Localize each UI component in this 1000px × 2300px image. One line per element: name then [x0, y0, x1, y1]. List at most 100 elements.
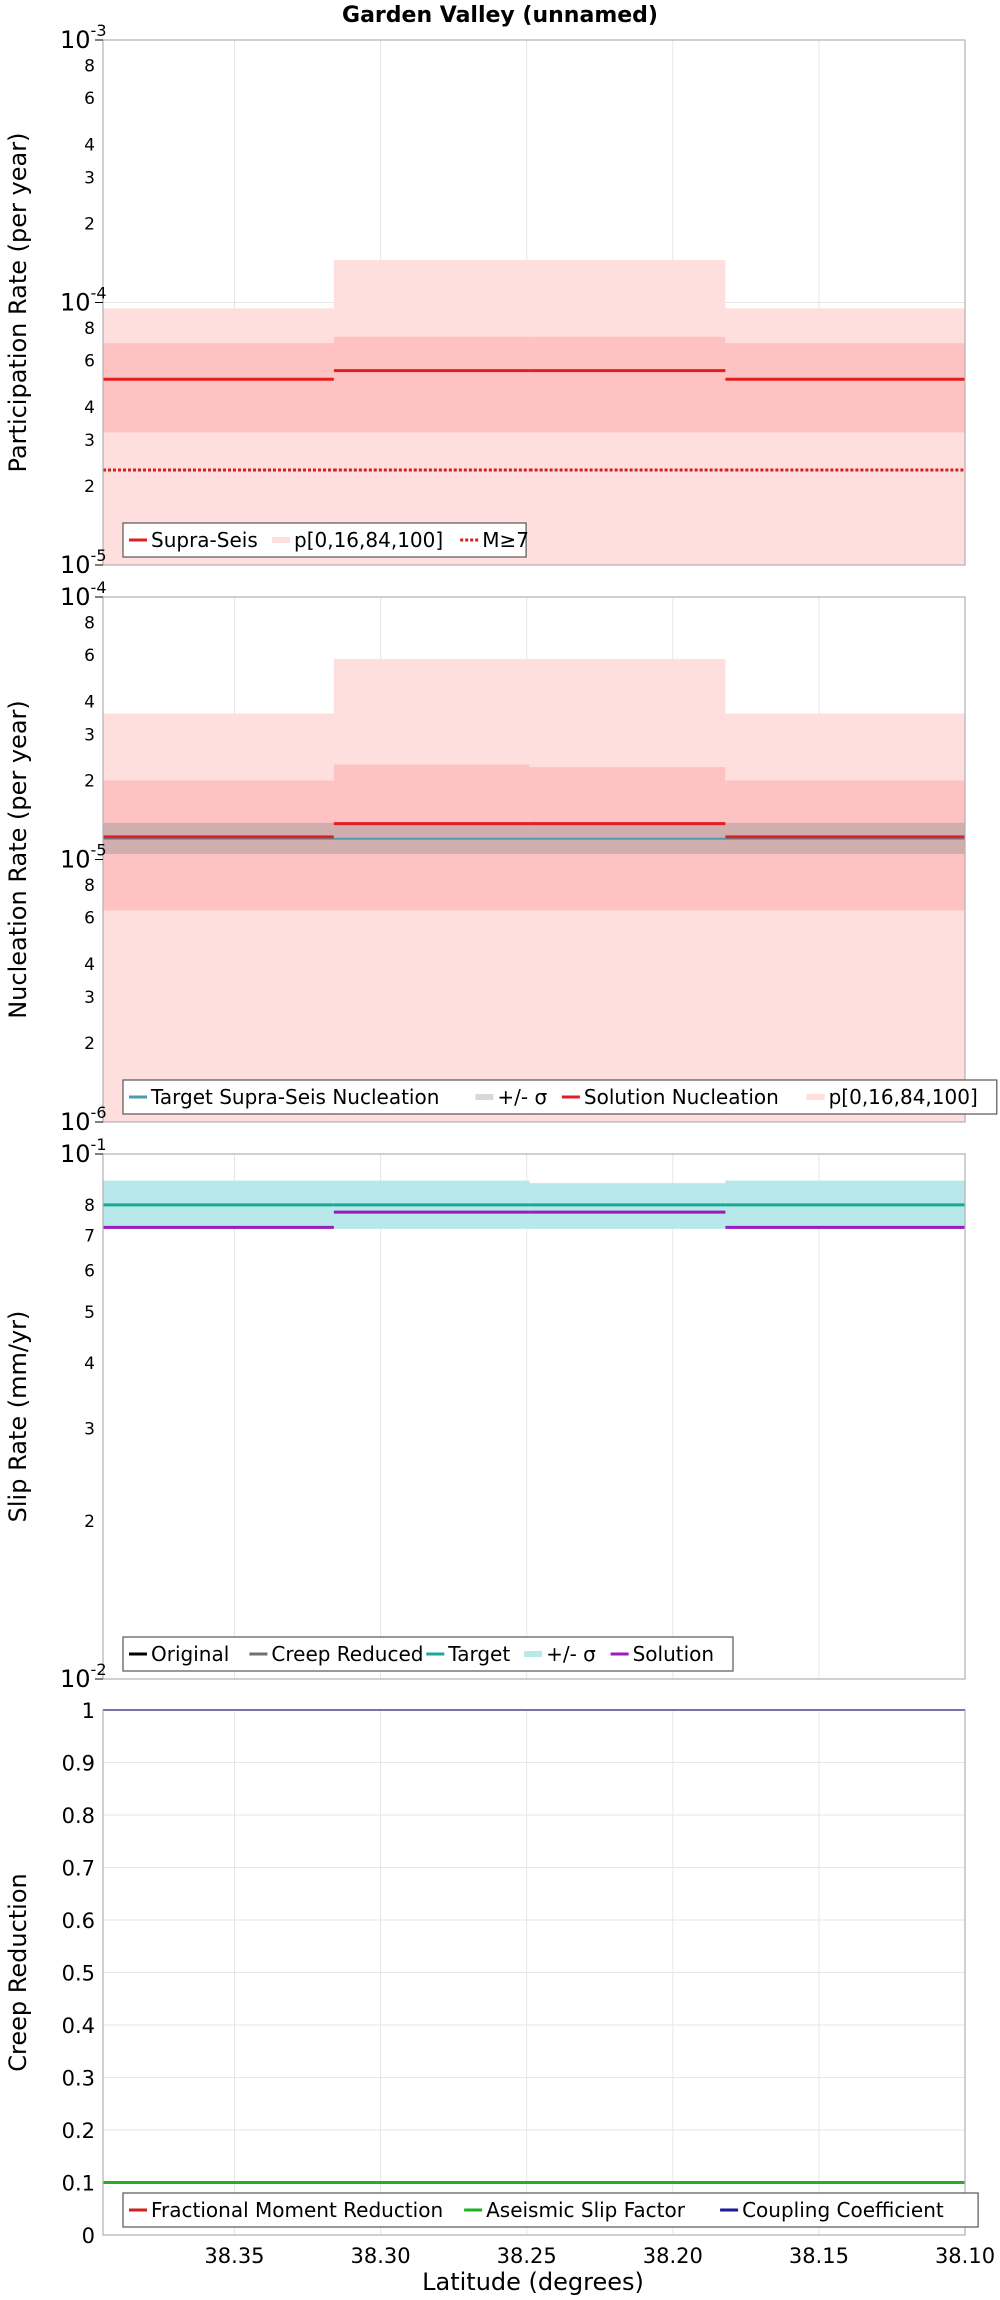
- y-minor-label: 6: [84, 352, 95, 372]
- y-minor-label: 4: [84, 135, 95, 155]
- x-tick-label: 38.35: [204, 2244, 264, 2268]
- y-tick-label: 0.1: [62, 2172, 95, 2196]
- y-minor-label: 3: [84, 725, 95, 745]
- y-tick-label: 10-6: [60, 1103, 107, 1136]
- x-tick-label: 38.15: [789, 2244, 849, 2268]
- band-p16-84: [725, 343, 965, 433]
- y-minor-label: 3: [84, 988, 95, 1008]
- legend-label: +/- σ: [497, 1085, 547, 1109]
- y-minor-label: 8: [84, 1196, 95, 1216]
- y-axis-label: Slip Rate (mm/yr): [4, 1311, 32, 1523]
- y-tick-exponent: -1: [91, 1135, 107, 1154]
- band-p16-84: [333, 764, 530, 911]
- legend: Original Creep Reduced Target +/- σ Solution: [122, 1636, 734, 1672]
- panel-participation: 10-5 10-4 10-3 2 3 4 6 8 2 3 4 6 8 Participation Rate…: [4, 21, 966, 579]
- y-minor-label: 4: [84, 1354, 95, 1374]
- y-tick-label: 0: [82, 2224, 95, 2248]
- legend-box: [122, 2192, 979, 2228]
- y-minor-label: 6: [84, 89, 95, 109]
- y-minor-label: 5: [84, 1303, 95, 1323]
- band-p0-100: [725, 713, 965, 1122]
- legend-label: Supra-Seis: [151, 528, 258, 552]
- legend-label: Solution Nucleation: [584, 1085, 779, 1109]
- y-tick-label: 1: [82, 1699, 95, 1723]
- y-minor-label: 2: [84, 1512, 95, 1532]
- x-tick-label: 38.30: [351, 2244, 411, 2268]
- legend-label: M≥7: [482, 528, 529, 552]
- y-tick-label: 10-4: [60, 578, 107, 611]
- plot-frame: [102, 1709, 966, 2236]
- legend-label: Aseismic Slip Factor: [486, 2198, 686, 2222]
- y-tick-label: 10-3: [60, 21, 107, 54]
- y-tick-label: 10-4: [60, 284, 107, 317]
- band-p16-84: [103, 780, 334, 911]
- y-tick-label: 0.3: [62, 2067, 95, 2091]
- legend-box: [122, 522, 527, 558]
- y-minor-label: 3: [84, 431, 95, 451]
- y-minor-label: 4: [84, 692, 95, 712]
- y-minor-label: 2: [84, 1034, 95, 1054]
- y-tick-exponent: -5: [91, 546, 107, 565]
- y-tick-label: 0.5: [62, 1962, 95, 1986]
- band-p16-84: [333, 336, 530, 433]
- x-tick-label: 38.10: [935, 2244, 995, 2268]
- legend: Supra-Seis p[0,16,84,100] M≥7: [122, 522, 529, 558]
- y-tick-label: 0.7: [62, 1857, 95, 1881]
- y-minor-label: 6: [84, 1261, 95, 1281]
- band-p16-84: [725, 780, 965, 911]
- y-tick-exponent: -3: [91, 21, 107, 40]
- y-tick-exponent: -4: [91, 578, 107, 597]
- legend: Target Supra-Seis Nucleation +/- σ Solutio…: [122, 1079, 998, 1115]
- x-tick-label: 38.25: [497, 2244, 557, 2268]
- y-axis-label: Participation Rate (per year): [4, 133, 32, 473]
- panel-creep: 0 0.1 0.2 0.3 0.4 0.5 0.6 0.7 0.8 0.9 1 Creep Reduc…: [4, 1699, 979, 2248]
- y-tick-label: 0.9: [62, 1752, 95, 1776]
- y-minor-label: 3: [84, 1420, 95, 1440]
- y-minor-label: 6: [84, 646, 95, 666]
- panel-sliprate: 10-2 10-1 2 3 4 5 6 7 8 Slip Rate (mm/yr) Original…: [4, 1135, 966, 1693]
- y-minor-label: 4: [84, 398, 95, 418]
- y-tick-label: 0.4: [62, 2014, 95, 2038]
- y-tick-label: 10-5: [60, 841, 107, 874]
- band-p0-100: [103, 713, 334, 1122]
- panel-nucleation: 10-6 10-5 10-4 2 3 4 6 8 2 3 4 6 8 Nucleation Rate (p…: [4, 578, 998, 1136]
- y-minor-label: 6: [84, 909, 95, 929]
- legend-label: Original: [151, 1642, 229, 1666]
- y-minor-label: 8: [84, 876, 95, 896]
- x-axis-label: Latitude (degrees): [422, 2268, 644, 2296]
- y-minor-label: 3: [84, 168, 95, 188]
- y-minor-label: 8: [84, 56, 95, 76]
- legend-label: +/- σ: [546, 1642, 596, 1666]
- legend-label: Fractional Moment Reduction: [151, 2198, 443, 2222]
- band-p16-84: [103, 343, 334, 433]
- legend-label: Coupling Coefficient: [742, 2198, 944, 2222]
- y-minor-label: 8: [84, 319, 95, 339]
- band-p16-84: [529, 336, 726, 433]
- y-tick-exponent: -4: [91, 284, 107, 303]
- legend-label: Creep Reduced: [271, 1642, 423, 1666]
- y-tick-label: 10-5: [60, 546, 107, 579]
- y-tick-label: 10-1: [60, 1135, 107, 1168]
- legend-box: [122, 1079, 998, 1115]
- y-minor-label: 2: [84, 214, 95, 234]
- y-axis-label: Nucleation Rate (per year): [4, 700, 32, 1019]
- legend-label: p[0,16,84,100]: [829, 1085, 978, 1109]
- y-axis-label: Creep Reduction: [4, 1873, 32, 2071]
- legend: Fractional Moment Reduction Aseismic Slip…: [122, 2192, 979, 2228]
- y-minor-label: 7: [84, 1226, 95, 1246]
- legend-label: p[0,16,84,100]: [294, 528, 443, 552]
- plot-area: [103, 1154, 965, 1679]
- y-minor-label: 8: [84, 613, 95, 633]
- y-tick-label: 10-2: [60, 1660, 107, 1693]
- y-tick-label: 0.2: [62, 2119, 95, 2143]
- legend-label: Target Supra-Seis Nucleation: [150, 1085, 439, 1109]
- y-minor-label: 4: [84, 955, 95, 975]
- plot-frame: [102, 1153, 966, 1680]
- y-tick-label: 0.6: [62, 1909, 95, 1933]
- chart-title: Garden Valley (unnamed): [342, 3, 658, 28]
- y-tick-exponent: -5: [91, 841, 107, 860]
- y-minor-label: 2: [84, 477, 95, 497]
- legend-label: Solution: [633, 1642, 714, 1666]
